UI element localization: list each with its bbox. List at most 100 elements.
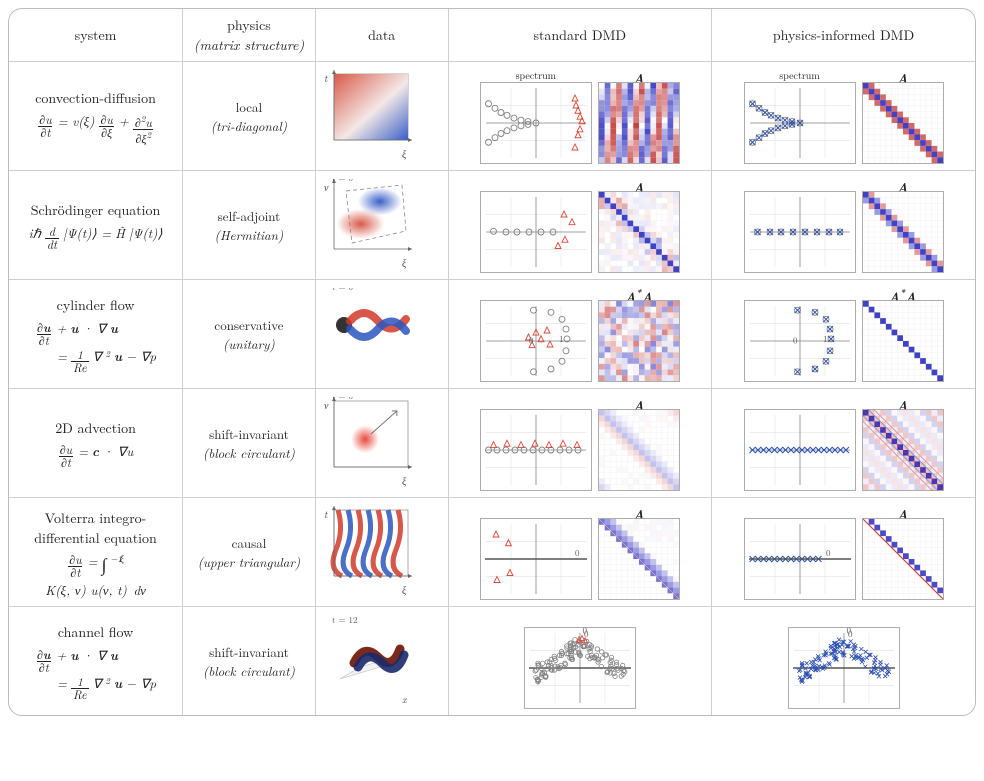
panel-row: A [457,177,703,273]
svg-text:0: 0 [575,546,580,559]
system-name: Schrödinger equation [17,200,174,220]
svg-text:t: t [324,507,328,521]
table-row: cylinder flow ∂u∂t + u · ∇u = 1Re∇2u − ∇p… [9,280,975,389]
system-cell: convection-diffusion∂u∂t = v(ξ)∂u∂ξ + ∂2… [9,62,183,171]
physics-structure: (Hermitian) [191,225,307,244]
std-cell: spectrumA [448,62,711,171]
physics-cell: causal(upper triangular) [183,498,316,607]
system-cell: 2D advection ∂u∂t = c · ∇u [9,389,183,498]
matrix-label: A [897,68,908,80]
panel-row: spectrumA [457,68,703,164]
physics-structure: (unitary) [191,334,307,353]
physics-cell: conservative(unitary) [183,280,316,389]
col-header-pi: physics-informed DMD [712,9,975,62]
physics-cell: shift-invariant(block circulant) [183,389,316,498]
svg-text:ν: ν [324,398,329,412]
matrix-heatmap [862,82,944,164]
pi-cell: 0A [712,498,975,607]
svg-text:0: 0 [584,627,589,640]
std-cell: 0A [448,498,711,607]
std-cell: 00 [448,607,711,716]
matrix-heatmap [598,82,680,164]
spectrum-plot: 0 [480,518,592,600]
matrix-label: A [633,395,644,407]
system-name: Volterra integro-differential equation [17,508,174,548]
svg-text:0: 0 [529,333,534,346]
comparison-table: system physics (matrix structure) data s… [9,9,975,715]
svg-text:t = 12: t = 12 [332,615,358,626]
svg-text:ν: ν [324,180,329,194]
physics-main: shift-invariant [191,642,307,661]
equation: ∂u∂t + u · ∇u = 1Re∇2u − ∇p [17,648,174,701]
spectrum-plot [480,409,592,491]
matrix-heatmap [862,300,944,382]
physics-structure: (block circulant) [191,443,307,462]
system-name: convection-diffusion [17,88,174,108]
col-header-physics: physics (matrix structure) [183,9,316,62]
matrix-heatmap [598,518,680,600]
equation: ∂u∂t + u · ∇u = 1Re∇2u − ∇p [17,321,174,374]
physics-cell: local(tri-diagonal) [183,62,316,171]
spectrum-plot [744,191,856,273]
spectrum-plot [480,82,592,164]
matrix-heatmap [598,300,680,382]
matrix-label: A [897,504,908,516]
table-row: channel flow∂u∂t + u · ∇u = 1Re∇2u − ∇ps… [9,607,975,716]
system-name: cylinder flow [17,295,174,315]
table-row: 2D advection ∂u∂t = c · ∇u shift-invariant… [9,389,975,498]
matrix-heatmap [598,409,680,491]
physics-main: conservative [191,315,307,334]
svg-text:0: 0 [793,333,798,346]
system-cell: Schrödinger equationiℏddt|Ψ(t)⟩ = Ĥ|Ψ(t)… [9,171,183,280]
std-cell: A [448,171,711,280]
data-thumbnail: ξνt = 0 [324,179,420,271]
equation: ∂u∂t = ∫−1ξ K(ξ, ν) u(ν, t) dν [17,554,174,597]
physics-cell: self-adjoint(Hermitian) [183,171,316,280]
panel-row: 0A [720,504,967,600]
matrix-label: A [897,177,908,189]
matrix-heatmap [862,409,944,491]
svg-text:t = 0: t = 0 [332,397,353,402]
svg-text:0: 0 [848,627,853,640]
data-thumbnail: ξt [324,506,420,598]
physics-main: causal [191,533,307,552]
physics-main: self-adjoint [191,206,307,225]
data-cell: x t = 12 [315,607,448,716]
matrix-heatmap [862,518,944,600]
system-cell: channel flow∂u∂t + u · ∇u = 1Re∇2u − ∇p [9,607,183,716]
spectrum-plot: 01 [744,300,856,382]
panel-row: A [457,395,703,491]
physics-main: shift-invariant [191,424,307,443]
svg-text:x: x [402,692,408,706]
spectrum-plot: 00 [465,627,695,709]
matrix-label: A [633,68,644,80]
matrix-label: A*A [889,286,917,298]
svg-text:1: 1 [823,332,828,345]
physics-header-main: physics [227,15,271,35]
svg-text:ξ: ξ [402,147,407,161]
data-thumbnail: ξt [324,70,420,162]
physics-cell: shift-invariant(block circulant) [183,607,316,716]
equation: ∂u∂t = c · ∇u [17,444,174,469]
panel-row: 00 [457,613,703,709]
data-cell: t = 0 [315,280,448,389]
system-name: 2D advection [17,418,174,438]
table-frame: system physics (matrix structure) data s… [8,8,976,716]
spectrum-plot: 01 [480,300,592,382]
data-cell: ξ νt = 0 [315,389,448,498]
panel-row: A [720,177,967,273]
data-cell: ξt [315,62,448,171]
system-cell: cylinder flow ∂u∂t + u · ∇u = 1Re∇2u − ∇p [9,280,183,389]
panel-row: 00 [720,613,967,709]
svg-text:ξ: ξ [402,583,407,597]
spectrum-plot [480,191,592,273]
matrix-label: A*A [625,286,653,298]
pi-cell: spectrumA [712,62,975,171]
svg-text:ξ: ξ [402,474,407,488]
panel-row: 0A [457,504,703,600]
physics-structure: (upper triangular) [191,552,307,571]
matrix-heatmap [862,191,944,273]
std-cell: 01A*A [448,280,711,389]
svg-text:1: 1 [559,332,564,345]
data-thumbnail: x t = 12 [324,615,420,707]
